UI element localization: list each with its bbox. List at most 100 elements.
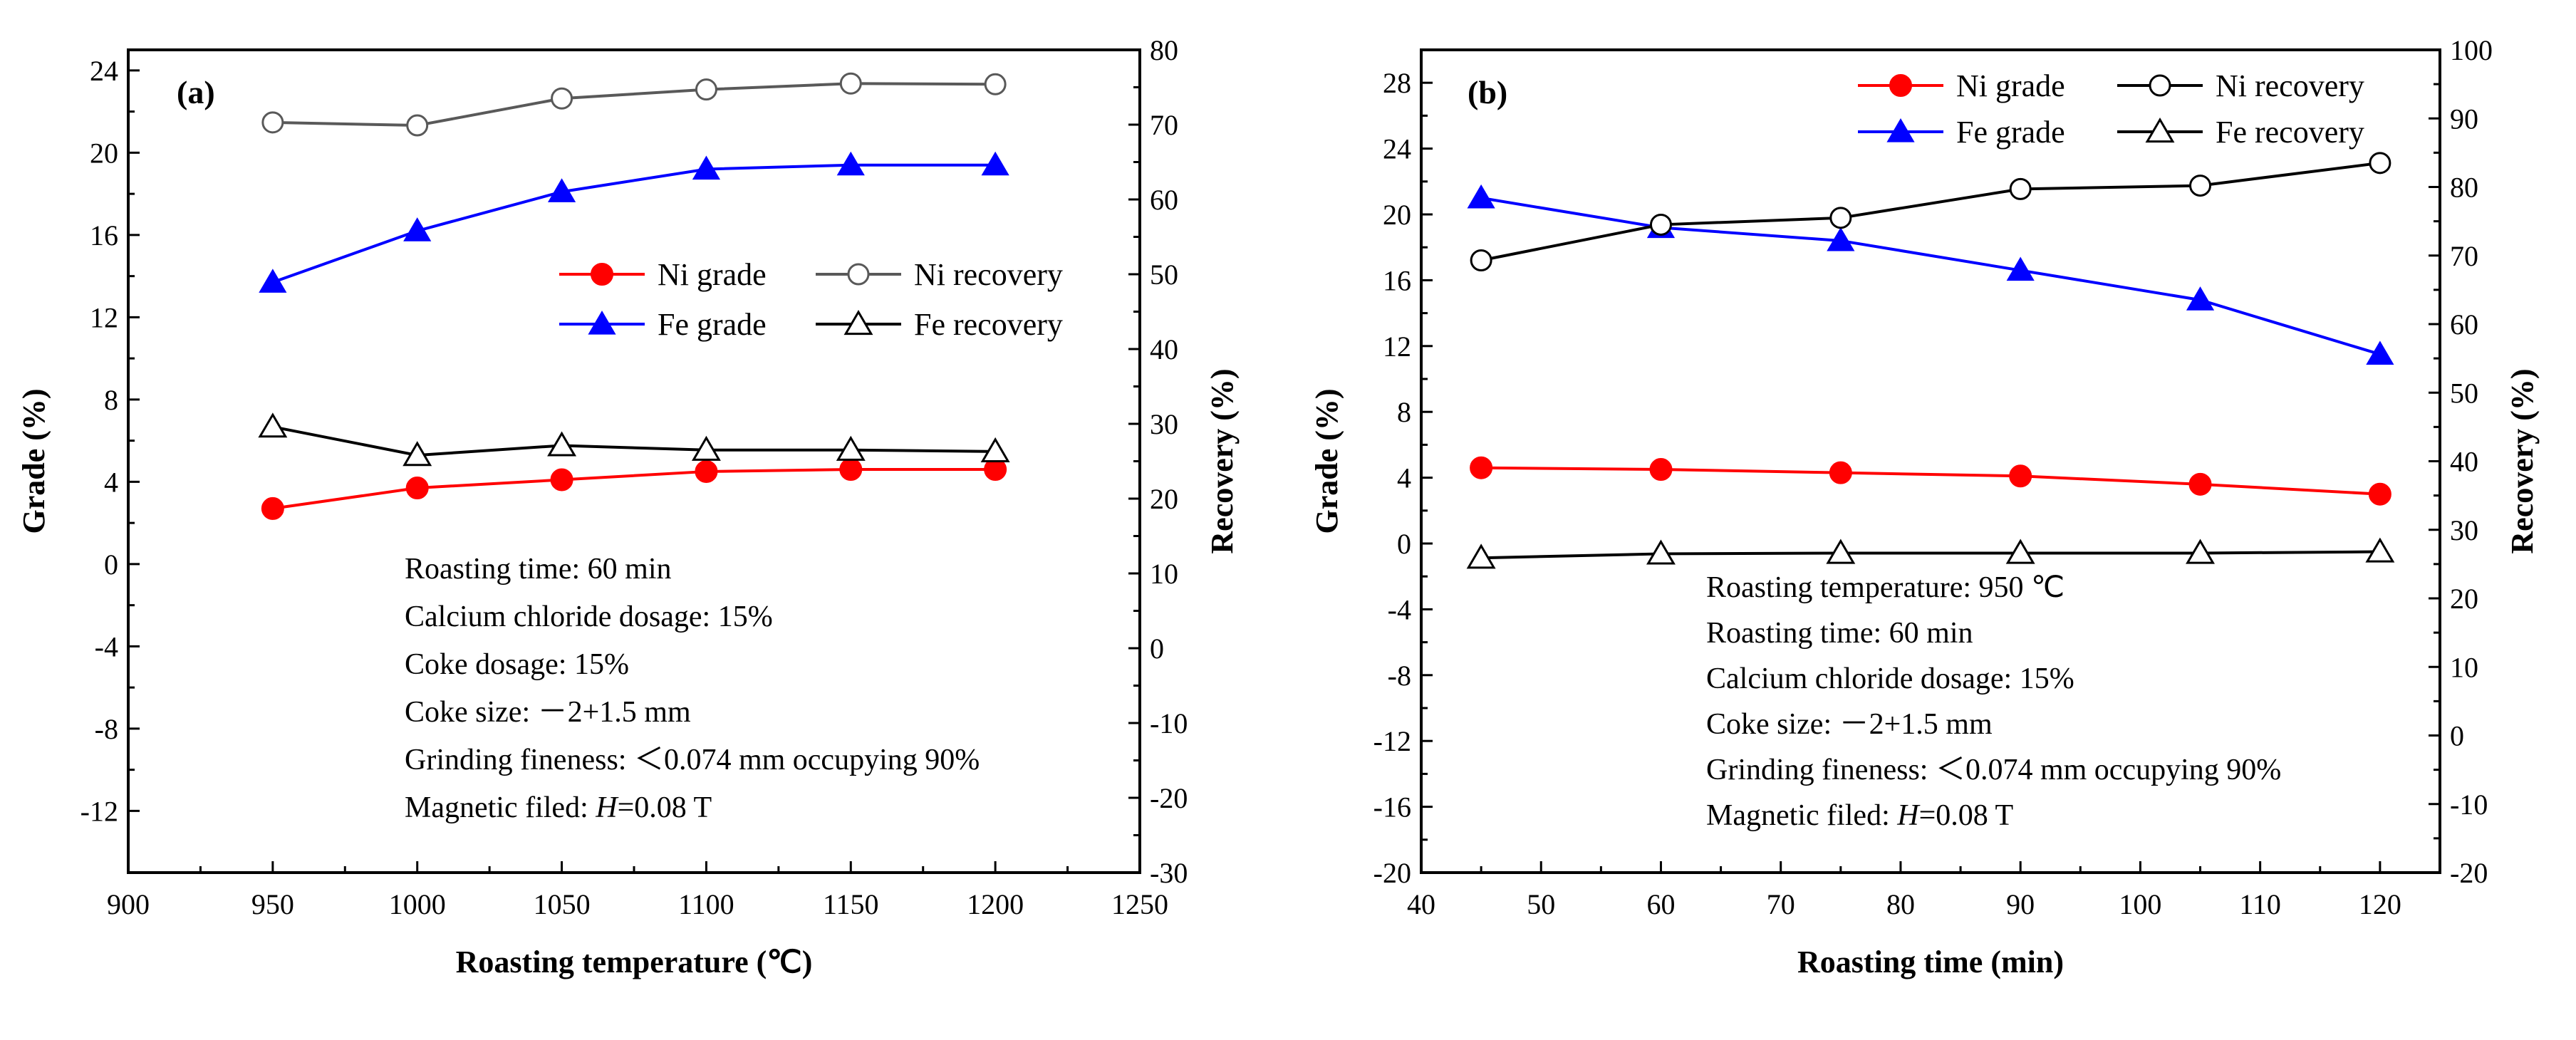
y-left-tick-label: 4: [104, 466, 118, 498]
data-point-ni-recovery: [261, 111, 284, 134]
series-line-fe-grade: [1480, 196, 2381, 356]
data-point-fe-recovery: [258, 412, 288, 438]
y-left-tick-label: 24: [1383, 133, 1411, 165]
y-left-tick-label: 16: [90, 219, 118, 251]
y-right-tick-label: 40: [2450, 446, 2478, 478]
y-left-tick-label: -4: [1388, 593, 1411, 625]
data-point-ni-grade: [2188, 472, 2212, 496]
data-point-ni-grade: [2368, 482, 2391, 506]
y-right-tick-label: 90: [2450, 103, 2478, 135]
data-point-ni-recovery: [2009, 177, 2032, 200]
x-tick-label: 90: [2006, 888, 2035, 920]
legend-marker: [1886, 118, 1915, 142]
legend-marker: [843, 310, 873, 336]
y-right-tick-label: 40: [1150, 333, 1178, 365]
y-right-tick-label: 50: [1150, 259, 1178, 291]
legend-label: Ni grade: [1956, 68, 2065, 103]
data-point-fe-grade: [981, 151, 1009, 176]
series-ni-grade: [1470, 456, 2391, 506]
data-point-fe-recovery: [2186, 539, 2215, 564]
data-point-ni-grade: [550, 468, 573, 492]
data-point-fe-recovery: [691, 435, 721, 461]
data-point-ni-grade: [839, 458, 863, 482]
annotation-italic-symbol: H: [1896, 799, 1921, 832]
series-fe-grade: [1467, 184, 2394, 365]
y-left-tick-label: -8: [95, 713, 118, 745]
y-right-tick-label: 100: [2450, 34, 2493, 66]
y-right-tick-label: 30: [1150, 408, 1178, 440]
series-fe-recovery: [1466, 537, 2395, 569]
legend-marker: [591, 263, 613, 286]
y-right-tick-label: -20: [1150, 782, 1188, 814]
series-line-ni-grade: [1481, 466, 2380, 496]
series-line-fe-recovery: [1481, 550, 2380, 560]
legend-entry-ni-grade: Ni grade: [1858, 68, 2065, 103]
y-left-tick-label: 12: [90, 301, 118, 333]
panel-label: (b): [1468, 74, 1507, 110]
x-tick-label: 1100: [678, 888, 734, 920]
y-right-tick-label: -20: [2450, 857, 2488, 889]
data-point-fe-recovery: [2005, 539, 2035, 564]
annotation-line: Coke size: －2+1.5 mm: [1706, 708, 1993, 741]
annotation-text: Magnetic filed:: [1706, 799, 1897, 832]
x-tick-label: 40: [1407, 888, 1435, 920]
y-right-tick-label: 10: [1150, 558, 1178, 590]
series-line-fe-grade: [272, 163, 996, 284]
data-point-ni-recovery: [2369, 152, 2391, 175]
y-left-axis-title: Grade (%): [1309, 388, 1344, 534]
annotation-line: Roasting time: 60 min: [1706, 617, 1973, 650]
y-left-tick-label: 28: [1383, 67, 1411, 99]
data-point-ni-recovery: [551, 87, 573, 110]
x-tick-label: 1150: [823, 888, 879, 920]
x-axis-title: Roasting temperature (℃): [456, 945, 813, 979]
y-left-tick-label: 20: [1383, 199, 1411, 231]
y-right-tick-label: -10: [1150, 707, 1188, 739]
y-right-tick-label: 20: [2450, 583, 2478, 615]
y-left-tick-label: -20: [1373, 857, 1411, 889]
y-right-tick-label: 20: [1150, 483, 1178, 515]
x-tick-label: 70: [1767, 888, 1795, 920]
series-ni-recovery: [261, 72, 1007, 137]
x-tick-label: 1050: [534, 888, 591, 920]
x-tick-label: 100: [2119, 888, 2161, 920]
annotation-line: Roasting temperature: 950 ℃: [1706, 571, 2065, 604]
panel-label: (a): [177, 74, 215, 110]
data-point-fe-grade: [547, 178, 576, 202]
conditions-annotation: Roasting time: 60 min Calcium chloride do…: [405, 553, 980, 824]
series-line-fe-recovery: [272, 425, 996, 457]
series-ni-recovery: [1470, 152, 2391, 271]
series-fe-recovery: [258, 412, 1010, 467]
y-right-tick-label: 0: [1150, 633, 1164, 665]
y-left-axis-title: Grade (%): [16, 388, 51, 534]
x-tick-label: 50: [1527, 888, 1555, 920]
data-point-fe-grade: [1827, 227, 1855, 251]
y-left-tick-label: 8: [104, 384, 118, 416]
legend-entry-ni-recovery: Ni recovery: [2117, 68, 2364, 103]
legend-label: Fe recovery: [914, 307, 1063, 342]
legend: Ni grade Fe grade Ni recovery Fe recovery: [1858, 68, 2364, 150]
data-point-ni-grade: [695, 459, 718, 483]
data-point-ni-recovery: [1649, 213, 1672, 236]
y-right-tick-label: 30: [2450, 514, 2478, 546]
y-right-tick-label: 60: [1150, 184, 1178, 216]
annotation-line: Magnetic filed: H=0.08 T: [405, 791, 712, 824]
y-right-tick-label: 70: [1150, 109, 1178, 141]
data-point-ni-grade: [1649, 458, 1673, 482]
legend-marker: [847, 263, 870, 286]
y-left-tick-label: -16: [1373, 791, 1411, 823]
data-point-fe-grade: [1467, 184, 1495, 209]
series-line-ni-recovery: [1480, 161, 2381, 262]
data-point-fe-grade: [2006, 256, 2035, 281]
chart-panel-b: 40 50 60 70 80 90 100 110 120-20-16-12-8-4048121…: [1309, 34, 2540, 979]
x-tick-label: 110: [2239, 888, 2281, 920]
legend-label: Fe grade: [1956, 115, 2065, 150]
y-right-axis-title: Recovery (%): [2505, 368, 2540, 553]
y-left-tick-label: -8: [1388, 660, 1411, 692]
data-point-ni-grade: [405, 477, 429, 500]
legend-entry-ni-recovery: Ni recovery: [816, 257, 1063, 292]
legend-entry-fe-recovery: Fe recovery: [2117, 115, 2364, 150]
y-right-tick-label: 0: [2450, 720, 2464, 752]
chart-panel-a: 900 950 1000 1050 1100 1150 1200 1250-12-8-4048…: [16, 34, 1240, 979]
legend-entry-fe-grade: Fe grade: [1858, 115, 2065, 150]
